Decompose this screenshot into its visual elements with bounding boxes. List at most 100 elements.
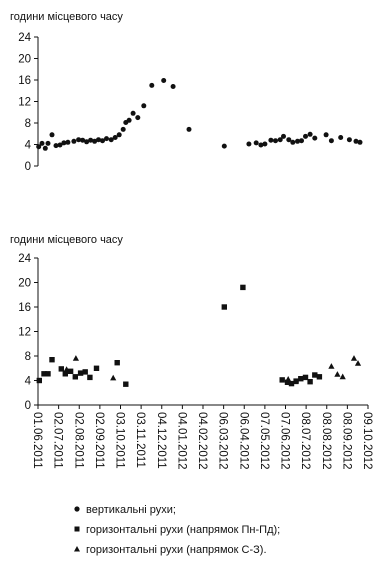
x-tick-label: 01.06.2011 [31,412,43,469]
legend-item-west: горизонтальні рухи (напрямок С-З). [74,544,267,556]
data-point-circle [84,139,90,145]
data-point-circle [57,142,63,148]
data-point-triangle [328,363,335,369]
data-point-square [288,380,295,387]
data-point-circle [126,117,132,123]
data-point-circle [295,138,300,144]
data-point-square [302,374,309,381]
data-point-square [36,377,42,384]
x-tick-label: 02.07.2011 [52,412,64,469]
data-point-square [49,357,55,363]
data-point-circle [36,144,42,150]
data-point-square [82,369,88,375]
data-point-circle [45,140,51,146]
data-point-circle [42,145,48,151]
data-point-circle [246,141,252,147]
x-tick-label: 08.07.2012 [299,412,311,470]
y-tick-label: 4 [25,140,32,152]
y-tick-label: 12 [18,97,31,109]
y-tick-label: 20 [18,278,31,290]
y-tick-label: 8 [25,351,31,363]
top-chart: години місцевого часу 0 4 8 12 16 20 24 [10,11,363,173]
x-tick-label: 07.06.2012 [279,412,291,470]
data-point-square [123,381,129,387]
y-tick-label: 12 [18,327,31,339]
data-point-circle [277,137,283,143]
x-tick-label: 04.02.2012 [196,412,208,470]
y-tick-label: 16 [18,75,31,87]
data-point-circle [135,115,141,121]
data-point-circle [65,139,71,145]
x-tick-label: 08.08.2012 [320,412,332,470]
data-point-circle [338,135,344,140]
data-point-circle [76,137,82,143]
data-point-circle [221,143,227,149]
y-tick-label: 0 [25,400,31,412]
data-point-circle [80,137,86,143]
data-point-circle [161,78,167,83]
data-point-circle [307,131,313,137]
bottom-chart-points [36,284,362,387]
x-tick-label: 08.09.2012 [340,412,352,470]
data-point-circle [104,136,109,142]
data-point-square [41,371,47,377]
top-chart-points [36,78,363,151]
legend-marker-square [74,526,80,532]
data-point-circle [39,140,45,146]
x-tick-label: 07.05.2012 [258,412,270,470]
data-point-triangle [110,374,117,381]
data-point-circle [258,142,264,148]
data-point-square [72,374,78,380]
data-point-circle [71,138,77,144]
x-tick-label: 06.03.2012 [217,412,229,470]
data-point-square [45,371,51,377]
data-point-square [77,370,84,376]
data-point-circle [353,138,359,144]
x-tick-label: 04.01.2012 [175,412,187,470]
data-point-circle [49,132,55,138]
data-point-square [221,304,227,310]
data-point-square [62,371,68,377]
data-point-triangle [72,355,79,361]
data-point-circle [303,133,308,139]
data-point-circle [100,138,105,144]
legend-item-vertical: вертикальні рухи; [74,504,176,516]
data-point-circle [299,138,304,144]
bottom-chart-y-axis: 0 4 8 12 16 20 24 [18,253,39,412]
top-chart-y-axis-label: години місцевого часу [10,11,123,23]
data-point-square [93,365,100,371]
data-point-circle [120,126,126,132]
x-tick-label: 02.08.2011 [72,412,84,469]
legend: вертикальні рухи; горизонтальні рухи (на… [74,504,280,556]
x-tick-label: 04.12.2011 [155,412,167,469]
bottom-chart: години місцевого часу 0 4 8 12 16 20 24 01.06.… [10,234,373,470]
data-point-triangle [339,373,346,380]
data-point-circle [149,82,155,88]
y-tick-label: 4 [25,376,32,388]
data-point-circle [170,84,176,89]
data-point-square [316,374,323,380]
data-point-triangle [334,371,341,377]
y-tick-label: 24 [18,253,31,265]
y-tick-label: 0 [25,161,31,173]
legend-item-north-south: горизонтальні рухи (напрямок Пн-Пд); [74,524,280,536]
x-tick-label: 03.10.2011 [114,412,126,469]
legend-marker-triangle [74,546,80,552]
legend-label-north-south: горизонтальні рухи (напрямок Пн-Пд); [86,524,280,536]
data-point-triangle [292,378,299,385]
data-point-circle [273,138,278,144]
data-point-circle [357,139,363,145]
data-point-square [67,368,74,374]
y-tick-label: 24 [18,32,31,44]
data-point-circle [53,143,59,149]
y-tick-label: 20 [18,54,31,66]
data-point-circle [323,132,329,138]
data-point-square [307,379,313,385]
data-point-circle [92,138,98,144]
data-point-circle [346,137,352,143]
data-point-circle [290,139,296,145]
data-point-triangle [285,376,292,382]
data-point-triangle [354,360,362,366]
data-point-circle [253,140,259,146]
data-point-square [298,376,304,382]
